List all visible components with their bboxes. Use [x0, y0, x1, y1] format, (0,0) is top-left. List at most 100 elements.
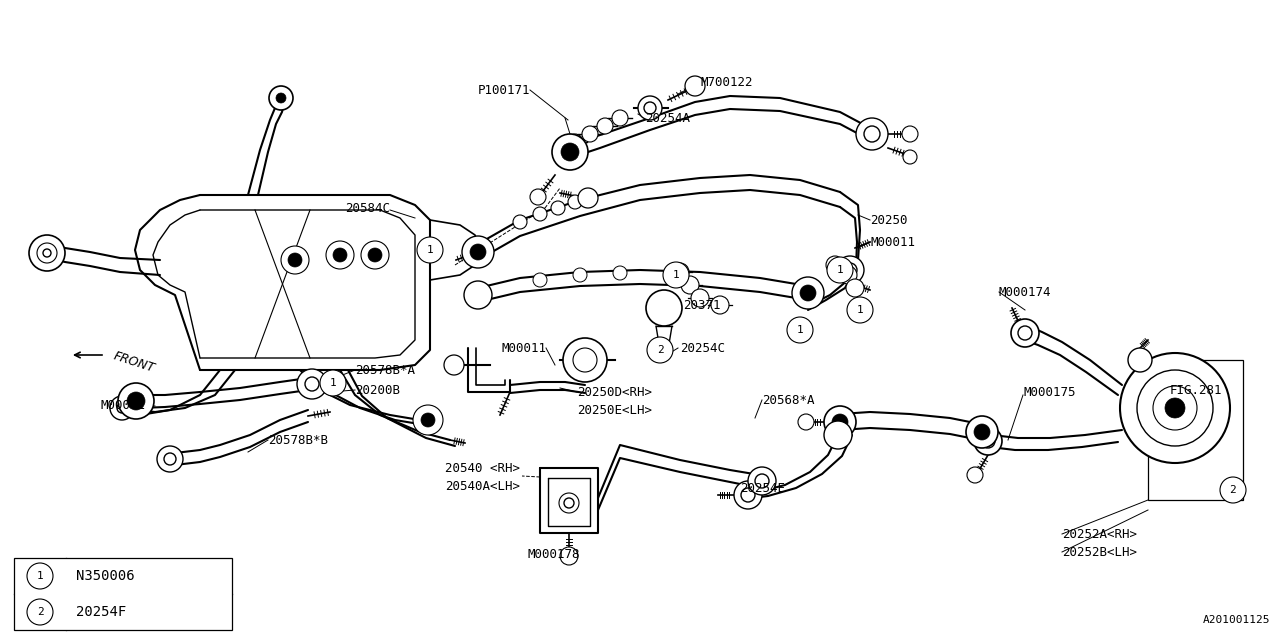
Circle shape — [579, 188, 598, 208]
Circle shape — [902, 126, 918, 142]
Text: 20200B: 20200B — [355, 383, 401, 397]
Text: 20540A<LH>: 20540A<LH> — [445, 479, 520, 493]
Circle shape — [1153, 386, 1197, 430]
Circle shape — [974, 424, 989, 440]
Circle shape — [710, 296, 730, 314]
Text: 20252B<LH>: 20252B<LH> — [1062, 545, 1137, 559]
Circle shape — [568, 195, 582, 209]
Circle shape — [369, 248, 381, 262]
Circle shape — [421, 413, 435, 427]
Circle shape — [44, 249, 51, 257]
Text: N350006: N350006 — [76, 569, 134, 583]
Text: 20371: 20371 — [684, 298, 721, 312]
Circle shape — [864, 126, 881, 142]
Text: 1: 1 — [330, 378, 337, 388]
Text: A201001125: A201001125 — [1202, 615, 1270, 625]
Text: P100171: P100171 — [477, 83, 530, 97]
Text: 20540 <RH>: 20540 <RH> — [445, 461, 520, 474]
Text: M000178: M000178 — [527, 548, 580, 561]
Circle shape — [824, 406, 856, 438]
Circle shape — [552, 134, 588, 170]
Circle shape — [748, 467, 776, 495]
Text: 1: 1 — [856, 305, 864, 315]
Text: 20578B*B: 20578B*B — [268, 433, 328, 447]
Circle shape — [326, 241, 355, 269]
Circle shape — [685, 76, 705, 96]
Text: M700122: M700122 — [700, 76, 753, 88]
Text: 1: 1 — [37, 571, 44, 581]
Circle shape — [276, 93, 285, 103]
Circle shape — [282, 246, 308, 274]
Circle shape — [787, 317, 813, 343]
Circle shape — [297, 369, 326, 399]
Circle shape — [567, 134, 582, 150]
Circle shape — [559, 493, 579, 513]
Circle shape — [1128, 348, 1152, 372]
Text: M00011: M00011 — [100, 399, 145, 412]
Circle shape — [596, 118, 613, 134]
Circle shape — [846, 279, 864, 297]
Circle shape — [966, 467, 983, 483]
Text: 20568*A: 20568*A — [762, 394, 814, 406]
Circle shape — [902, 150, 916, 164]
Circle shape — [733, 481, 762, 509]
Circle shape — [792, 277, 824, 309]
Circle shape — [663, 262, 689, 288]
Circle shape — [612, 110, 628, 126]
Circle shape — [827, 257, 852, 283]
Circle shape — [836, 256, 864, 284]
Circle shape — [27, 563, 52, 589]
Circle shape — [269, 86, 293, 110]
Text: FIG.281: FIG.281 — [1170, 383, 1222, 397]
Circle shape — [1165, 398, 1185, 418]
Circle shape — [361, 241, 389, 269]
Text: 20584C: 20584C — [346, 202, 390, 214]
Circle shape — [573, 348, 596, 372]
Text: 20254C: 20254C — [680, 342, 724, 355]
Circle shape — [800, 285, 817, 301]
Text: 1: 1 — [672, 270, 680, 280]
Text: M000175: M000175 — [1023, 385, 1075, 399]
Circle shape — [513, 215, 527, 229]
Circle shape — [37, 243, 58, 263]
Text: 2: 2 — [657, 345, 663, 355]
Circle shape — [561, 547, 579, 565]
Circle shape — [1011, 319, 1039, 347]
Bar — [14, 558, 232, 630]
Circle shape — [974, 427, 1002, 455]
Circle shape — [530, 189, 547, 205]
Text: 20254A: 20254A — [645, 111, 690, 125]
Circle shape — [844, 263, 858, 277]
Circle shape — [644, 102, 657, 114]
Circle shape — [838, 266, 858, 284]
Circle shape — [691, 289, 709, 307]
Circle shape — [157, 446, 183, 472]
Circle shape — [741, 488, 755, 502]
Circle shape — [532, 207, 547, 221]
Circle shape — [320, 370, 346, 396]
Text: 2: 2 — [1230, 485, 1236, 495]
Text: 1: 1 — [837, 265, 844, 275]
Circle shape — [1137, 370, 1213, 446]
Text: 20254F: 20254F — [76, 605, 127, 619]
Text: 20252A<RH>: 20252A<RH> — [1062, 527, 1137, 541]
Circle shape — [646, 337, 673, 363]
Circle shape — [856, 118, 888, 150]
Circle shape — [797, 414, 814, 430]
Text: 20578B*A: 20578B*A — [355, 364, 415, 376]
Text: 20250: 20250 — [870, 214, 908, 227]
Circle shape — [1220, 477, 1245, 503]
Circle shape — [561, 143, 579, 161]
Circle shape — [646, 290, 682, 326]
Text: FRONT: FRONT — [113, 349, 156, 375]
Text: 20250D<RH>: 20250D<RH> — [577, 385, 652, 399]
Text: 20250E<LH>: 20250E<LH> — [577, 403, 652, 417]
Circle shape — [564, 498, 573, 508]
Circle shape — [110, 396, 134, 420]
Circle shape — [462, 236, 494, 268]
Circle shape — [681, 276, 699, 294]
Circle shape — [1120, 353, 1230, 463]
Circle shape — [470, 244, 486, 260]
Circle shape — [116, 403, 127, 413]
Circle shape — [164, 453, 177, 465]
